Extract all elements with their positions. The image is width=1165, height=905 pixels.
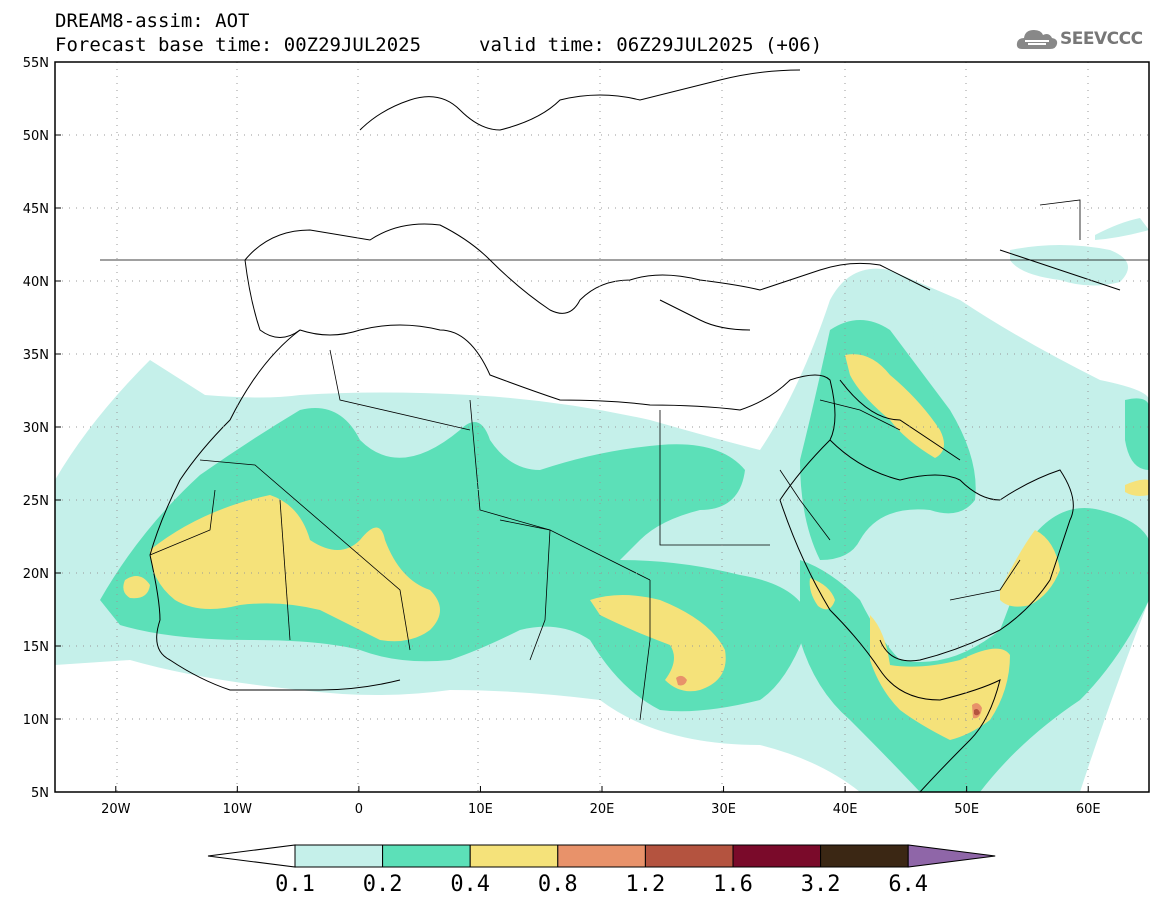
longitude-labels: 20W 10W 0 10E 20E 30E 40E 50E 60E <box>101 786 1101 817</box>
colorbar-swatch <box>644 844 734 868</box>
lat-label-50N: 50N <box>23 129 49 144</box>
lat-label-35N: 35N <box>23 348 49 363</box>
lat-label-40N: 40N <box>23 275 49 290</box>
lat-label-30N: 30N <box>23 421 49 436</box>
colorbar-swatch <box>469 844 559 868</box>
coastlines <box>149 69 1121 792</box>
aot-fields <box>55 62 1149 792</box>
colorbar-swatch <box>294 844 384 868</box>
colorbar-label: 6.4 <box>888 872 928 897</box>
colorbar-high-arrow <box>907 844 996 868</box>
aot-level-1.2 <box>974 709 980 716</box>
colorbar-label: 0.2 <box>363 872 403 897</box>
colorbar-label: 1.6 <box>713 872 753 897</box>
lon-label-0: 0 <box>355 802 363 817</box>
colorbar-swatch <box>557 844 646 868</box>
lat-label-25N: 25N <box>23 494 49 509</box>
colorbar-labels: 0.1 0.2 0.4 0.8 1.2 1.6 3.2 6.4 <box>275 872 928 897</box>
colorbar-swatch <box>382 844 471 868</box>
colorbar-swatch <box>732 844 822 868</box>
colorbar-swatch <box>820 844 909 868</box>
lon-label-40E: 40E <box>833 802 858 817</box>
colorbar-label: 0.4 <box>450 872 490 897</box>
lat-label-20N: 20N <box>23 567 49 582</box>
lon-label-60E: 60E <box>1076 802 1101 817</box>
lon-label-10W: 10W <box>223 802 253 817</box>
lon-label-50E: 50E <box>954 802 979 817</box>
map-title: DREAM8-assim: AOT <box>55 10 250 32</box>
lon-label-20W: 20W <box>101 802 131 817</box>
lat-label-55N: 55N <box>23 56 49 71</box>
colorbar-label: 3.2 <box>801 872 841 897</box>
colorbar-label: 0.8 <box>538 872 578 897</box>
lat-label-5N: 5N <box>31 786 49 801</box>
lon-label-10E: 10E <box>468 802 493 817</box>
colorbar <box>207 844 996 868</box>
grid-lines <box>55 62 1149 792</box>
colorbar-label: 0.1 <box>275 872 315 897</box>
aot-level-0.2 <box>100 320 1149 792</box>
colorbar-label: 1.2 <box>626 872 666 897</box>
lon-label-20E: 20E <box>590 802 615 817</box>
cloud-icon <box>1016 30 1058 49</box>
lat-label-45N: 45N <box>23 202 49 217</box>
logo-text: SEEVCCC <box>1060 29 1143 49</box>
lon-label-30E: 30E <box>711 802 736 817</box>
latitude-labels: 55N 50N 45N 40N 35N 30N 25N 20N 15N 10N 5N <box>23 56 61 801</box>
lat-label-10N: 10N <box>23 713 49 728</box>
valid-time: valid time: 06Z29JUL2025 (+06) <box>479 34 823 56</box>
forecast-base-time: Forecast base time: 00Z29JUL2025 <box>55 34 422 56</box>
country-borders <box>100 199 1149 721</box>
lat-label-15N: 15N <box>23 640 49 655</box>
seevccc-logo: SEEVCCC <box>1016 24 1156 54</box>
colorbar-low-arrow <box>207 844 296 868</box>
